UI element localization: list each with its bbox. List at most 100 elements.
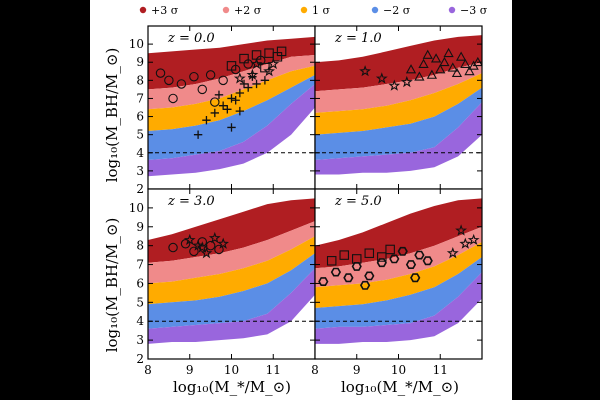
observation-circle (197, 84, 208, 95)
y-tick-label: 4 (136, 146, 144, 160)
band-p2 (148, 55, 315, 110)
observation-star (375, 72, 388, 84)
observation-plus (231, 96, 240, 105)
panel-2: z = 1.0 (314, 25, 483, 190)
observation-plus (227, 123, 236, 132)
x-tick-label: 10 (391, 363, 406, 377)
band-m3 (148, 268, 315, 344)
panels: 2 3 4 5 6 7 8 9 10 z = 0.0 z = 1.0 8 9 10 11 2 3 4 5 6 7 8 9 10… (129, 25, 483, 377)
observation-circle (218, 75, 228, 86)
observation-star (359, 65, 372, 77)
observation-circle (189, 71, 199, 82)
x-tick-label: 10 (224, 363, 239, 377)
observation-star (250, 57, 263, 70)
observation-hexagon (389, 254, 400, 264)
y-tick-label: 10 (129, 37, 144, 51)
x-tick-label: 9 (186, 363, 194, 377)
y-tick-label: 9 (136, 220, 144, 234)
observation-triangle (439, 56, 450, 67)
observation-plus (210, 108, 219, 118)
y-tick-label: 8 (136, 239, 144, 253)
legend-label-p2: +2 σ (234, 4, 262, 17)
observation-hexagon (343, 273, 354, 283)
observation-star (400, 75, 413, 88)
observation-triangle (426, 69, 438, 79)
band-p3 (315, 35, 482, 92)
panel-3: 8 9 10 11 2 3 4 5 6 7 8 9 10 z = 3.0 (129, 188, 316, 377)
observation-triangle (435, 64, 446, 74)
observation-star (263, 65, 276, 77)
observation-star (217, 237, 229, 249)
observation-triangle (422, 49, 433, 59)
band-m2 (148, 253, 315, 329)
observation-star (196, 241, 209, 253)
panel-redshift-label: z = 3.0 (167, 194, 215, 209)
observation-triangle (451, 67, 463, 77)
observation-square (377, 252, 387, 262)
y-tick-label: 7 (136, 91, 144, 105)
legend-label-p3: +3 σ (151, 4, 179, 17)
y-tick-label: 8 (136, 73, 144, 87)
y-axis-label-bottom: log₁₀(M_BH/M_⊙) (103, 218, 121, 353)
panel-plot-area (315, 26, 482, 189)
observation-circle (210, 97, 220, 107)
observation-circle (205, 70, 216, 80)
panel-redshift-label: z = 0.0 (167, 31, 215, 46)
y-tick-label: 5 (136, 128, 144, 142)
observation-star (388, 79, 401, 91)
observation-hexagon (422, 256, 433, 266)
legend: +3 σ +2 σ 1 σ −2 σ −3 σ (139, 4, 488, 17)
observation-triangle (414, 71, 425, 81)
x-axis-label-left: log₁₀(M_*/M_⊙) (173, 378, 291, 396)
y-tick-label: 10 (129, 201, 144, 215)
observation-plus (235, 88, 245, 98)
y-axis-label-top: log₁₀(M_BH/M_⊙) (103, 48, 121, 183)
observation-triangle (460, 58, 471, 68)
observation-star (455, 224, 468, 236)
panel-redshift-label: z = 5.0 (334, 194, 382, 209)
observation-square (364, 248, 375, 258)
observation-plus (260, 76, 270, 85)
observation-star (183, 233, 196, 246)
band-p2 (315, 62, 482, 113)
x-tick-label: 11 (266, 363, 281, 377)
observation-star (459, 237, 472, 249)
legend-marker-s1 (300, 6, 308, 14)
observation-triangle (418, 58, 429, 68)
observation-star (233, 72, 246, 84)
y-tick-label: 9 (136, 55, 144, 69)
observation-square (339, 250, 349, 260)
x-tick-label: 11 (433, 363, 448, 377)
y-tick-label: 4 (136, 314, 144, 328)
observation-circle (176, 79, 187, 89)
observation-triangle (443, 47, 454, 58)
panel-1: 2 3 4 5 6 7 8 9 10 z = 0.0 (129, 25, 316, 196)
observation-square (351, 254, 362, 264)
observation-triangle (405, 64, 417, 74)
observation-square (226, 61, 237, 71)
observation-star (267, 57, 280, 70)
legend-label-s1: 1 σ (312, 4, 330, 17)
observation-hexagon (376, 258, 387, 268)
observation-circle (168, 93, 178, 104)
panel-plot-area (148, 26, 315, 189)
observation-hexagon (364, 271, 375, 281)
observation-plus (202, 115, 211, 125)
y-tick-label: 2 (136, 182, 144, 196)
observation-star (246, 68, 259, 80)
y-tick-label: 6 (136, 276, 144, 290)
observation-triangle (464, 65, 475, 76)
band-p2 (148, 221, 315, 284)
observation-hexagon (410, 273, 421, 283)
x-axis-label-right: log₁₀(M_*/M_⊙) (341, 378, 459, 396)
observation-circle (189, 246, 199, 257)
band-m3 (315, 272, 482, 344)
panel-4: 8 9 10 11 z = 5.0 (311, 188, 483, 377)
observation-square (239, 53, 249, 64)
observation-circle (155, 68, 166, 78)
observation-square (276, 46, 287, 57)
observation-hexagon (318, 277, 329, 287)
band-m3 (315, 102, 482, 175)
